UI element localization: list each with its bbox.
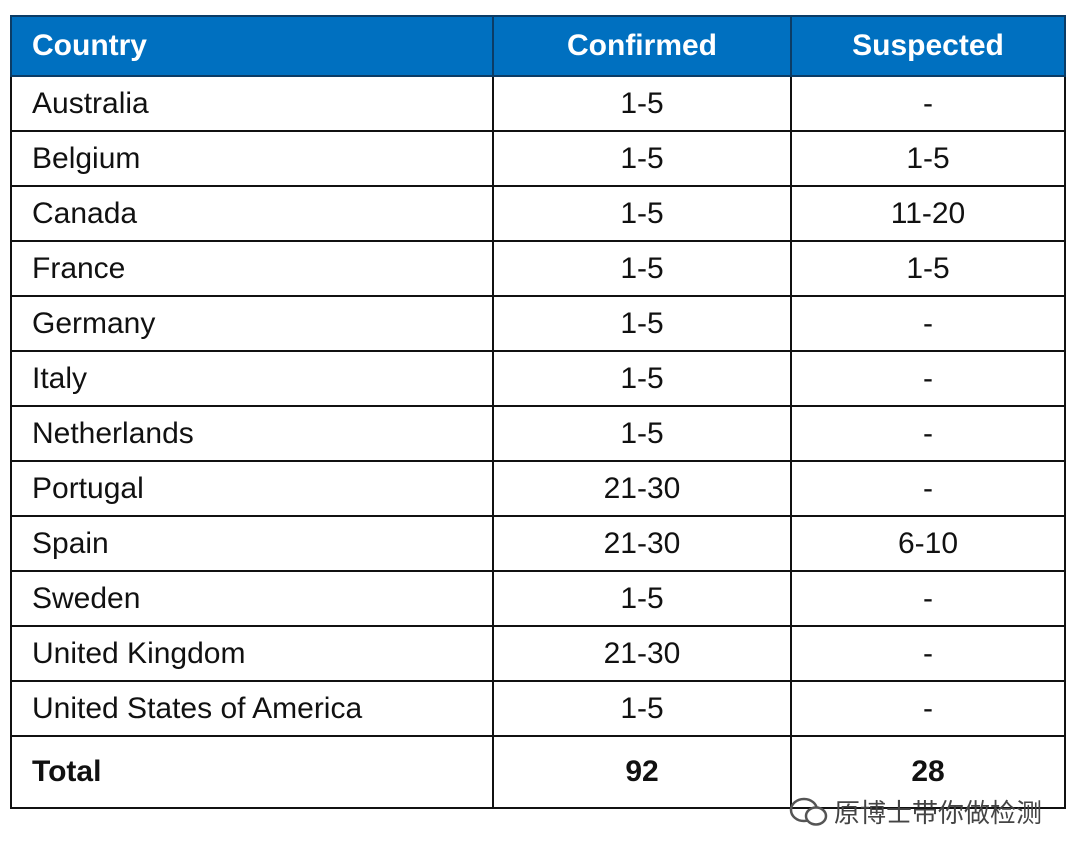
table-cell: Portugal: [10, 460, 494, 517]
total-row: Total 92 28: [10, 735, 1066, 809]
table-cell: -: [790, 680, 1066, 737]
table-row: Germany 1-5-: [10, 295, 1066, 352]
table-cell: -: [790, 295, 1066, 352]
table-row: Australia 1-5-: [10, 75, 1066, 132]
table-cell: Netherlands: [10, 405, 494, 462]
total-cell: 28: [790, 735, 1066, 809]
table-header: Country Confirmed Suspected: [10, 15, 1066, 77]
data-table: Country Confirmed Suspected Australia 1-5…: [10, 15, 1066, 809]
table-cell: -: [790, 405, 1066, 462]
table-cell: -: [790, 350, 1066, 407]
table-cell: Italy: [10, 350, 494, 407]
table-row: Canada 1-5 11-20: [10, 185, 1066, 242]
table-footer: Total 92 28: [10, 735, 1066, 809]
table-cell: 1-5: [492, 405, 792, 462]
table-cell: -: [790, 625, 1066, 682]
table-cell: Spain: [10, 515, 494, 572]
table-cell: Germany: [10, 295, 494, 352]
table-cell: 21-30: [492, 625, 792, 682]
table-cell: -: [790, 460, 1066, 517]
table-cell: 1-5: [492, 130, 792, 187]
table-row: United States of America 1-5-: [10, 680, 1066, 737]
table-row: Italy 1-5-: [10, 350, 1066, 407]
total-cell: 92: [492, 735, 792, 809]
header-cell: Suspected: [790, 15, 1066, 77]
table-row: Sweden 1-5-: [10, 570, 1066, 627]
table-cell: 1-5: [492, 350, 792, 407]
table-cell: 21-30: [492, 460, 792, 517]
table-row: Spain 21-30 6-10: [10, 515, 1066, 572]
watermark-icon: [789, 797, 828, 826]
table-row: France 1-5 1-5: [10, 240, 1066, 297]
table-cell: France: [10, 240, 494, 297]
table-cell: 1-5: [492, 240, 792, 297]
header-cell: Confirmed: [492, 15, 792, 77]
table-cell: 1-5: [790, 130, 1066, 187]
table-cell: 6-10: [790, 515, 1066, 572]
table-row: Belgium 1-5 1-5: [10, 130, 1066, 187]
header-cell: Country: [10, 15, 494, 77]
table-cell: 1-5: [492, 75, 792, 132]
watermark-text: 原博士带你做检测: [834, 799, 1043, 829]
table-cell: -: [790, 75, 1066, 132]
table-cell: Canada: [10, 185, 494, 242]
table-cell: 1-5: [790, 240, 1066, 297]
table-body: Australia 1-5- Belgium 1-5 1-5 Canada 1-5 11-20…: [10, 75, 1066, 737]
table-cell: United States of America: [10, 680, 494, 737]
table-row: United Kingdom 21-30-: [10, 625, 1066, 682]
table-cell: -: [790, 570, 1066, 627]
table-cell: 1-5: [492, 570, 792, 627]
table-row: Netherlands 1-5-: [10, 405, 1066, 462]
table-cell: 1-5: [492, 185, 792, 242]
table-cell: Belgium: [10, 130, 494, 187]
table-cell: 21-30: [492, 515, 792, 572]
table-cell: 1-5: [492, 295, 792, 352]
table-cell: United Kingdom: [10, 625, 494, 682]
table-row: Portugal 21-30-: [10, 460, 1066, 517]
table-cell: Sweden: [10, 570, 494, 627]
header-row: Country Confirmed Suspected: [10, 15, 1066, 77]
table-cell: 11-20: [790, 185, 1066, 242]
table-cell: Australia: [10, 75, 494, 132]
table-cell: 1-5: [492, 680, 792, 737]
total-cell: Total: [10, 735, 494, 809]
watermark: 原博士带你做检测: [788, 793, 1042, 830]
